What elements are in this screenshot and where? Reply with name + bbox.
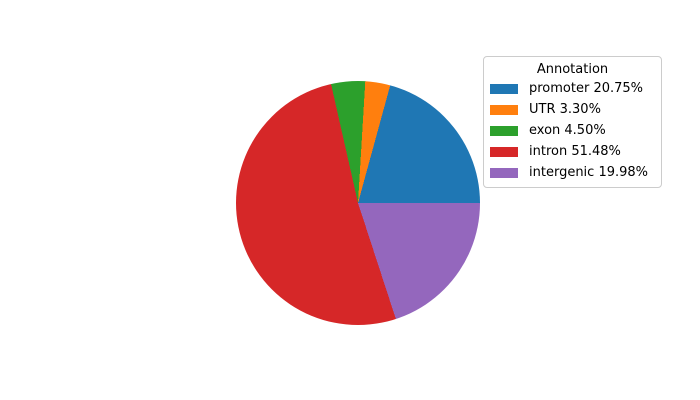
legend-label: UTR 3.30%: [529, 101, 601, 117]
legend-title: Annotation: [536, 62, 609, 77]
pie-chart: [236, 81, 480, 325]
legend-item: promoter 20.75%: [490, 78, 655, 99]
legend-swatch: [490, 83, 518, 94]
legend-swatch: [490, 104, 518, 115]
legend-label: promoter 20.75%: [529, 80, 644, 96]
legend-item: intron 51.48%: [490, 141, 655, 162]
legend-items: promoter 20.75% UTR 3.30% exon 4.50% intron…: [490, 78, 655, 183]
legend-item: intergenic 19.98%: [490, 162, 655, 183]
legend-swatch: [490, 146, 518, 157]
legend-label: intron 51.48%: [529, 143, 621, 159]
legend-item: exon 4.50%: [490, 120, 655, 141]
legend-swatch: [490, 167, 518, 178]
legend-label: exon 4.50%: [529, 122, 606, 138]
legend-item: UTR 3.30%: [490, 99, 655, 120]
legend-swatch: [490, 125, 518, 136]
legend-label: intergenic 19.98%: [529, 164, 649, 180]
legend: Annotation promoter 20.75% UTR 3.30% exon …: [483, 56, 662, 188]
